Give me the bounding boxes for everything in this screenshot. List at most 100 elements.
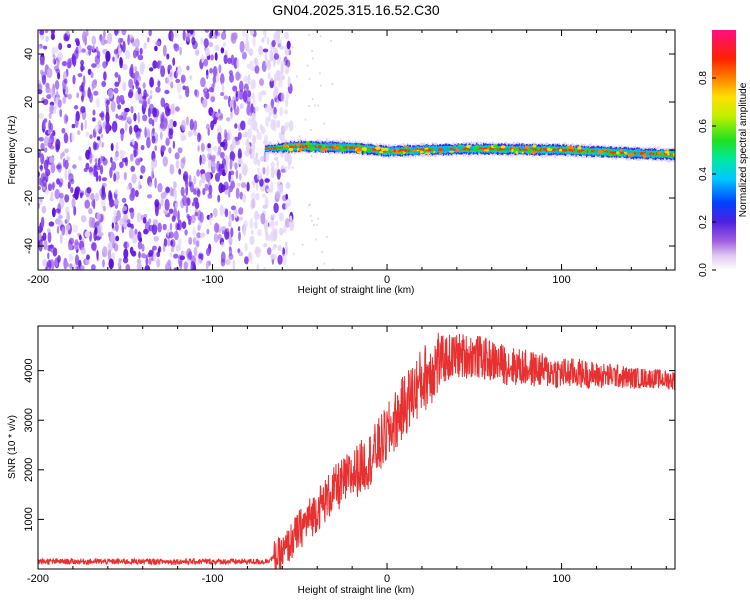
spectrogram-signal-cell bbox=[343, 146, 345, 149]
spectrogram-signal-cell bbox=[519, 148, 521, 151]
spectrogram-noise-cell bbox=[314, 104, 316, 107]
spectrogram-noise-cell bbox=[135, 130, 141, 140]
spectrogram-signal-cell bbox=[652, 153, 654, 156]
spectrogram-signal-cell bbox=[372, 147, 374, 151]
spectrogram-noise-cell bbox=[173, 230, 179, 241]
spectrogram-noise-cell bbox=[242, 90, 248, 103]
spectrogram-noise-cell bbox=[165, 186, 171, 193]
spectrogram-noise-cell bbox=[199, 154, 202, 166]
spectrogram-signal-cell bbox=[293, 144, 295, 149]
spectrogram-signal-cell bbox=[558, 148, 560, 152]
spectrogram-signal-cell bbox=[345, 146, 347, 149]
y-tick-label: 3000 bbox=[23, 408, 35, 432]
spectrogram-signal-cell bbox=[634, 152, 637, 155]
spectrogram-noise-cell bbox=[77, 130, 81, 136]
spectrogram-signal-cell bbox=[326, 145, 329, 150]
spectrogram-signal-cell bbox=[452, 147, 454, 152]
spectrogram-noise-cell bbox=[242, 30, 246, 38]
spectrogram-noise-cell bbox=[214, 44, 220, 52]
spectrogram-signal-cell bbox=[273, 147, 275, 150]
spectrogram-noise-cell bbox=[238, 231, 241, 242]
spectrogram-noise-cell bbox=[90, 71, 94, 79]
spectrogram-noise-cell bbox=[311, 219, 313, 222]
spectrogram-noise-cell bbox=[128, 91, 133, 99]
spectrogram-signal-cell bbox=[621, 151, 623, 154]
spectrogram-signal-cell bbox=[576, 148, 578, 154]
spectrogram-noise-cell bbox=[218, 170, 222, 177]
spectrogram-noise-cell bbox=[220, 151, 225, 159]
spectrogram-noise-cell bbox=[157, 222, 162, 233]
spectrogram-noise-cell bbox=[172, 57, 176, 66]
spectrogram-noise-cell bbox=[111, 215, 117, 224]
spectrogram-noise-cell bbox=[134, 228, 138, 235]
spectrogram-signal-cell bbox=[605, 150, 607, 153]
spectrogram-signal-cell bbox=[386, 149, 388, 154]
spectrogram-noise-cell bbox=[115, 142, 119, 154]
spectrogram-signal-cell bbox=[359, 145, 362, 150]
spectrogram-noise-cell bbox=[126, 241, 130, 250]
spectrogram-signal-cell bbox=[536, 147, 538, 153]
spectrogram-noise-cell bbox=[114, 188, 119, 195]
spectrogram-signal-cell bbox=[607, 153, 614, 157]
spectrogram-noise-cell bbox=[281, 253, 287, 266]
spectrogram-noise-cell bbox=[252, 93, 255, 105]
spectrogram-noise-cell bbox=[237, 158, 243, 165]
spectrogram-signal-cell bbox=[533, 146, 535, 152]
spectrogram-signal-cell bbox=[352, 146, 354, 150]
spectrogram-noise-cell bbox=[239, 191, 244, 200]
spectrogram-noise-cell bbox=[287, 76, 291, 88]
spectrogram-signal-cell bbox=[522, 147, 524, 151]
colorbar-tick-label: 0.2 bbox=[698, 215, 709, 229]
spectrogram-signal-cell bbox=[289, 145, 291, 148]
spectrogram-noise-cell bbox=[49, 244, 55, 249]
spectrogram-noise-cell bbox=[143, 42, 147, 49]
spectrogram-noise-cell bbox=[196, 188, 201, 198]
spectrogram-noise-cell bbox=[86, 254, 90, 260]
spectrogram-noise-cell bbox=[135, 81, 140, 86]
spectrogram-noise-cell bbox=[72, 74, 76, 85]
spectrogram-noise-cell bbox=[234, 123, 238, 129]
spectrogram-noise-cell bbox=[228, 246, 233, 257]
spectrogram-noise-cell bbox=[190, 214, 196, 224]
spectrogram-signal-cell bbox=[665, 153, 667, 157]
spectrogram-noise-cell bbox=[151, 223, 158, 235]
spectrogram-signal-cell bbox=[305, 144, 307, 148]
spectrogram-noise-cell bbox=[135, 158, 141, 166]
spectrogram-noise-cell bbox=[142, 95, 147, 100]
spectrogram-noise-cell bbox=[276, 60, 280, 66]
spectrogram-noise-cell bbox=[135, 190, 139, 198]
spectrogram-signal-cell bbox=[511, 149, 514, 153]
spectrogram-signal-cell bbox=[581, 150, 583, 153]
spectrogram-noise-cell bbox=[184, 177, 188, 185]
spectrogram-noise-cell bbox=[117, 115, 124, 121]
spectrogram-noise-cell bbox=[124, 156, 128, 167]
spectrogram-noise-cell bbox=[44, 136, 49, 147]
spectrogram-signal-cell bbox=[318, 145, 320, 149]
spectrogram-signal-cell bbox=[649, 153, 651, 156]
spectrogram-signal-cell bbox=[656, 152, 658, 157]
spectrogram-noise-cell bbox=[61, 60, 68, 67]
spectrogram-noise-cell bbox=[221, 241, 225, 247]
spectrogram-noise-cell bbox=[277, 81, 283, 88]
spectrogram-noise-cell bbox=[233, 209, 237, 215]
spectrogram-signal-cell bbox=[486, 147, 488, 150]
spectrogram-signal-cell bbox=[517, 146, 520, 151]
spectrogram-noise-cell bbox=[254, 249, 259, 254]
spectrogram-signal-cell bbox=[303, 145, 305, 149]
spectrogram-noise-cell bbox=[50, 30, 55, 35]
spectrogram-signal-cell bbox=[586, 150, 589, 153]
spectrogram-noise-cell bbox=[242, 164, 248, 174]
spectrogram-noise-cell bbox=[105, 111, 110, 124]
spectrogram-noise-cell bbox=[140, 252, 146, 259]
spectrogram-noise-cell bbox=[270, 216, 273, 227]
spectrogram-noise-cell bbox=[277, 72, 284, 84]
spectrogram-noise-cell bbox=[280, 92, 285, 102]
spectrogram-signal-cell bbox=[414, 148, 417, 151]
spectrogram-noise-cell bbox=[209, 214, 212, 226]
spectrogram-noise-cell bbox=[138, 180, 141, 191]
spectrogram-signal-cell bbox=[611, 151, 613, 154]
spectrogram-signal-cell bbox=[439, 148, 441, 151]
spectrogram-noise-cell bbox=[84, 119, 88, 130]
spectrogram-noise-cell bbox=[108, 258, 114, 270]
